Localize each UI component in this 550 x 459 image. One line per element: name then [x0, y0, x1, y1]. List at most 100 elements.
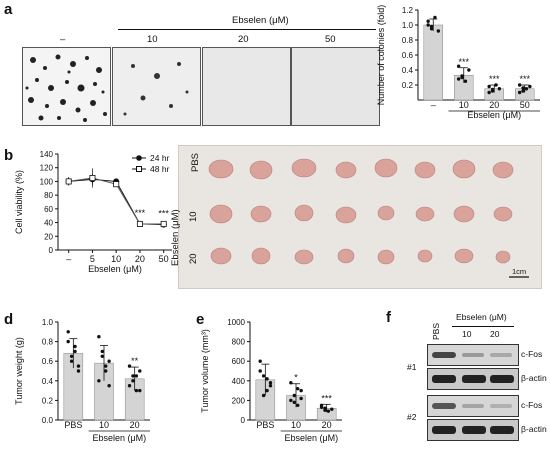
- blot-cfos-1: [427, 344, 519, 366]
- point-d-1-6: [104, 364, 108, 368]
- ytick-label-b-2: 40: [44, 219, 53, 228]
- colony-dots-control: [25, 54, 107, 122]
- blot-actin-1: [427, 368, 519, 390]
- ylabel-e: Tumor volume (mm³): [200, 329, 210, 413]
- xlabel-e: Ebselen (μM): [284, 433, 338, 443]
- point-e-0-7: [268, 381, 273, 385]
- xtick-label-a-3: 50: [520, 100, 530, 110]
- point-b-1-0: [65, 178, 72, 185]
- point-d-1-1: [100, 349, 104, 354]
- point-e-2-4: [319, 405, 324, 409]
- blot-cfos-2: [427, 395, 519, 417]
- ylabel-b: Cell viability (%): [14, 170, 24, 234]
- point-a-1-4: [456, 77, 461, 81]
- xtick-label-d-2: 20: [130, 420, 140, 430]
- point-d-1-2: [104, 369, 108, 373]
- xtick-label-b-0: –: [66, 254, 71, 264]
- xtick-label-e-1: 10: [291, 420, 301, 430]
- ytick-label-b-5: 100: [40, 177, 54, 186]
- xtick-label-d-0: PBS: [64, 420, 82, 430]
- point-a-2-5: [490, 87, 495, 92]
- point-a-3-3: [528, 84, 532, 89]
- point-d-0-2: [73, 349, 77, 354]
- point-e-1-3: [299, 388, 303, 393]
- ytick-label-e-0: 0: [241, 416, 246, 425]
- group-label-2: #2: [407, 412, 417, 422]
- point-d-0-5: [69, 354, 74, 358]
- lane-label-10: 10: [462, 329, 472, 339]
- scale-bar-label: 1cm: [512, 267, 527, 276]
- point-d-0-0: [66, 330, 70, 334]
- xtick-label-e-0: PBS: [256, 420, 274, 430]
- bar-a-0: [423, 24, 443, 101]
- ytick-label-e-5: 1000: [227, 318, 245, 327]
- protein-label-cfos-2: c-Fos: [521, 400, 543, 410]
- sig-a-2: ***: [489, 74, 500, 84]
- ytick-label-d-2: 0.4: [42, 377, 54, 386]
- colony-image-control: [22, 47, 111, 126]
- ytick-label-a-1: 0.4: [402, 66, 414, 75]
- ytick-label-d-1: 0.2: [42, 396, 54, 405]
- treatment-header-line: [118, 29, 376, 30]
- point-b-1-3: [136, 220, 143, 227]
- point-e-2-3: [330, 407, 334, 411]
- colony-image-50: [291, 47, 380, 126]
- point-e-0-3: [268, 384, 273, 388]
- ytick-label-a-3: 0.8: [402, 36, 414, 45]
- tumor-photo: [178, 145, 542, 289]
- point-d-2-3: [138, 369, 142, 373]
- xtick-label-e-2: 20: [322, 420, 332, 430]
- xtick-label-d-1: 10: [99, 420, 109, 430]
- colony-image-10: [112, 47, 201, 126]
- point-b-1-4: [160, 220, 167, 227]
- point-a-2-4: [487, 90, 491, 95]
- ytick-label-a-2: 0.6: [402, 51, 414, 60]
- panel-label-d: d: [4, 311, 14, 328]
- xlabel-d: Ebselen (μM): [92, 433, 146, 443]
- panel-label-b: b: [4, 147, 14, 164]
- point-d-0-6: [73, 344, 77, 349]
- blot-header-line: [452, 326, 514, 327]
- point-a-0-2: [433, 15, 437, 20]
- point-b-1-2: [113, 181, 120, 188]
- point-d-2-6: [134, 374, 139, 378]
- xtick-label-b-4: 50: [159, 254, 169, 264]
- point-d-0-7: [76, 369, 81, 373]
- ytick-label-b-6: 120: [40, 164, 54, 173]
- ytick-label-b-3: 60: [44, 205, 53, 214]
- point-e-1-2: [296, 403, 300, 407]
- panel-label-f: f: [386, 309, 391, 326]
- legend-label-b-0: 24 hr: [150, 153, 170, 163]
- point-a-0-4: [426, 23, 430, 27]
- image-label-10: 10: [147, 34, 158, 45]
- sig-a-3: ***: [519, 74, 530, 84]
- point-d-2-4: [127, 384, 132, 388]
- ytick-label-b-4: 80: [44, 191, 53, 200]
- point-a-3-0: [517, 83, 522, 87]
- point-e-0-1: [261, 374, 266, 378]
- protein-label-actin-2: β-actin: [521, 424, 547, 434]
- point-a-3-2: [524, 87, 529, 91]
- point-d-1-7: [107, 384, 111, 388]
- protein-label-actin-1: β-actin: [521, 373, 547, 383]
- point-e-1-7: [299, 396, 303, 401]
- point-a-3-4: [517, 90, 522, 95]
- ytick-label-a-0: 0.2: [402, 81, 414, 90]
- xtick-label-a-0: –: [431, 100, 436, 110]
- point-d-2-0: [127, 364, 132, 368]
- point-e-0-6: [265, 377, 269, 381]
- tumor-shapes: [208, 158, 529, 278]
- point-d-0-3: [76, 364, 81, 368]
- point-a-1-5: [460, 74, 464, 78]
- ytick-label-e-1: 200: [232, 396, 246, 405]
- sig-e-1: *: [294, 373, 298, 383]
- legend-marker-b-0: [136, 155, 142, 161]
- point-d-1-3: [107, 359, 111, 363]
- point-d-2-1: [131, 374, 135, 378]
- point-d-1-0: [97, 335, 101, 339]
- image-label-20: 20: [238, 34, 249, 45]
- treatment-header: Ebselen (μM): [232, 15, 289, 26]
- point-d-2-2: [134, 388, 139, 393]
- point-e-1-6: [296, 386, 300, 391]
